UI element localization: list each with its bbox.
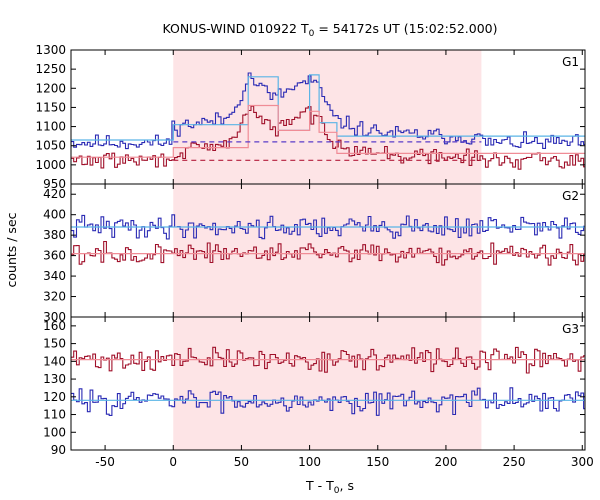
- y-tick-label: 420: [43, 187, 66, 201]
- y-tick-label: 950: [43, 177, 66, 191]
- y-tick-label: 360: [43, 249, 66, 263]
- y-tick-label: 1150: [35, 100, 66, 114]
- panel-label: G1: [562, 55, 579, 69]
- y-tick-label: 1100: [35, 120, 66, 134]
- y-tick-label: 400: [43, 208, 66, 222]
- y-tick-label: 160: [43, 319, 66, 333]
- panel-g2: 300 320 340 360 380 400 420 G2: [43, 183, 586, 324]
- series-g1-blue: [71, 72, 585, 150]
- y-tick-label: 300: [43, 310, 66, 324]
- panel-label: G2: [562, 189, 579, 203]
- x-tick-label: 0: [169, 455, 177, 469]
- y-tick-label: 380: [43, 228, 66, 242]
- y-tick-label: 1300: [35, 43, 66, 57]
- y-tick-label: 100: [43, 425, 66, 439]
- x-axis-label: T - T0, s: [305, 478, 354, 496]
- panel-g1: 950 1000 1050 1100 1150 1200 1250 1300 G1: [35, 43, 586, 191]
- y-tick-label: 1200: [35, 81, 66, 95]
- panel-frame: [70, 316, 586, 451]
- y-tick-label: 320: [43, 290, 66, 304]
- series-g1-red: [71, 105, 585, 170]
- x-tick-label: 100: [298, 455, 321, 469]
- y-tick-label: 90: [51, 443, 66, 457]
- y-tick-label: 1000: [35, 158, 66, 172]
- y-tick-label: 120: [43, 390, 66, 404]
- y-tick-label: 1250: [35, 62, 66, 76]
- series-g3-blue: [71, 387, 585, 416]
- panel-label: G3: [562, 322, 579, 336]
- y-tick-label: 140: [43, 354, 66, 368]
- highlight-interval: [173, 317, 482, 450]
- chart-title: KONUS-WIND 010922 T0 = 54172s UT (15:02:…: [162, 21, 497, 39]
- x-tick-label: 300: [571, 455, 594, 469]
- fit-g1-light_red: [71, 104, 585, 158]
- highlight-interval: [173, 50, 482, 184]
- y-axis-label: counts / sec: [4, 212, 19, 287]
- y-tick-label: 130: [43, 372, 66, 386]
- x-tick-label: 50: [234, 455, 249, 469]
- y-tick-label: 110: [43, 408, 66, 422]
- x-tick-label: 250: [503, 455, 526, 469]
- x-tick-label: 200: [434, 455, 457, 469]
- series-g2-red: [71, 240, 585, 266]
- y-tick-label: 340: [43, 269, 66, 283]
- x-tick-label: -50: [95, 455, 115, 469]
- y-tick-label: 150: [43, 337, 66, 351]
- panel-g3: 90 100 110 120 130 140 150 160 G3: [43, 316, 586, 457]
- y-tick-label: 1050: [35, 139, 66, 153]
- x-tick-label: 150: [366, 455, 389, 469]
